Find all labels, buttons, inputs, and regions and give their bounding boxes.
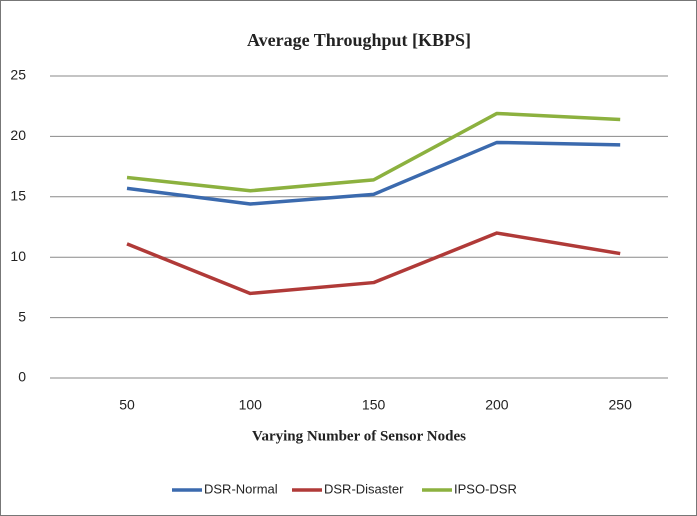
y-tick-label: 15 [10,188,26,204]
legend-label: DSR-Disaster [324,481,404,496]
series-line [126,231,621,296]
x-tick-label: 150 [362,397,386,413]
y-tick-label: 0 [18,369,26,385]
legend-label: IPSO-DSR [454,481,517,496]
y-tick-label: 10 [10,248,26,264]
legend-label: DSR-Normal [204,481,278,496]
x-tick-label: 250 [609,397,633,413]
x-tick-label: 100 [239,397,263,413]
x-tick-label: 50 [119,397,135,413]
x-tick-label: 200 [485,397,509,413]
series-line [126,140,621,206]
series-line [126,111,621,193]
x-axis-label: Varying Number of Sensor Nodes [252,428,466,444]
y-tick-label: 20 [10,127,26,143]
y-tick-label: 5 [18,308,26,324]
chart-title: Average Throughput [KBPS] [247,30,471,50]
y-tick-label: 25 [10,67,26,83]
